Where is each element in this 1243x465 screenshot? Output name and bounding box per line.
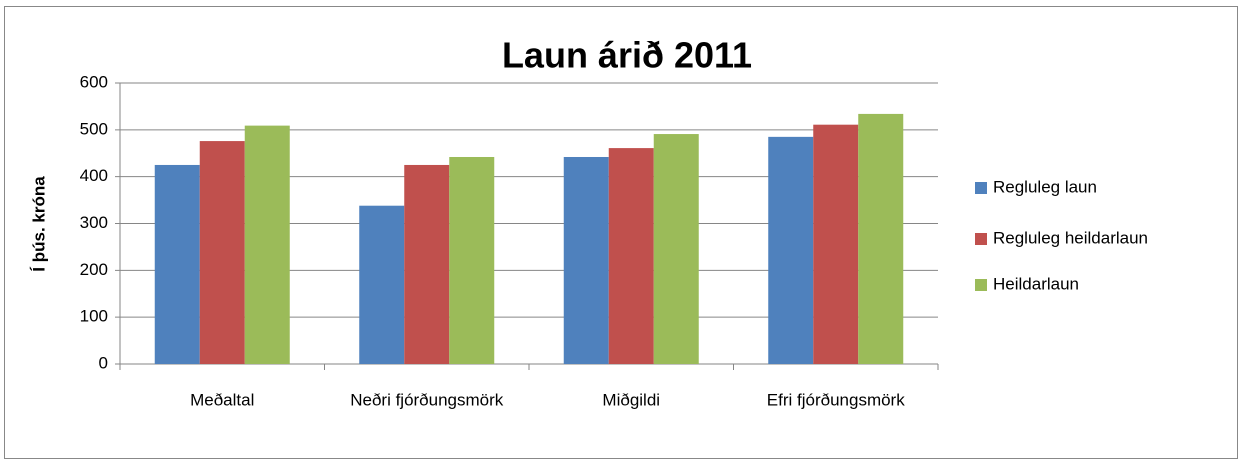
bar: [244, 125, 290, 364]
legend-swatch: [975, 233, 987, 245]
y-tick-label: 500: [80, 119, 108, 138]
bar: [858, 113, 904, 364]
bar: [154, 164, 200, 364]
bar: [608, 148, 654, 364]
y-tick-label: 600: [80, 72, 108, 91]
y-tick-label: 300: [80, 213, 108, 232]
chart-title: Laun árið 2011: [502, 35, 752, 76]
bar: [449, 156, 495, 364]
x-tick-label: Efri fjórðungsmörk: [767, 390, 905, 409]
legend-label: Regluleg heildarlaun: [993, 228, 1148, 247]
bar: [813, 124, 859, 364]
y-axis-label: Í þús. króna: [29, 176, 48, 272]
y-tick-label: 200: [80, 260, 108, 279]
legend-label: Heildarlaun: [993, 274, 1079, 293]
bar: [768, 136, 814, 364]
legend-swatch: [975, 182, 987, 194]
y-tick-label: 400: [80, 166, 108, 185]
bar: [404, 164, 450, 364]
bar: [563, 156, 609, 364]
x-tick-label: Meðaltal: [190, 390, 254, 409]
y-tick-label: 100: [80, 307, 108, 326]
legend-swatch: [975, 279, 987, 291]
y-tick-label: 0: [99, 353, 108, 372]
x-tick-label: Miðgildi: [602, 390, 660, 409]
bar: [653, 134, 699, 364]
bar: [199, 141, 245, 364]
legend-label: Regluleg laun: [993, 177, 1097, 196]
bar: [359, 205, 405, 364]
x-tick-label: Neðri fjórðungsmörk: [350, 390, 504, 409]
